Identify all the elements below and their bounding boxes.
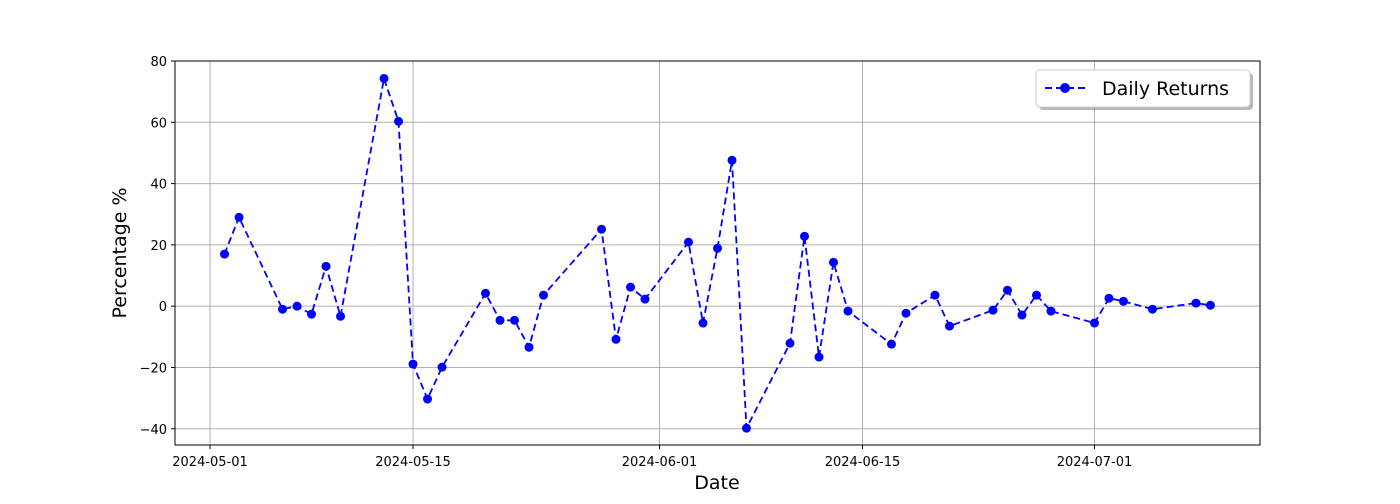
data-point: [611, 334, 621, 344]
data-point: [321, 261, 331, 271]
data-point: [394, 116, 404, 126]
legend: Daily Returns: [1035, 69, 1253, 110]
x-axis-label: Date: [694, 472, 739, 494]
data-point: [234, 212, 244, 222]
x-tick-label: 2024-06-01: [622, 455, 698, 470]
data-point: [495, 315, 505, 325]
data-point: [799, 231, 809, 241]
data-point: [278, 304, 288, 314]
y-tick-label: 80: [150, 55, 167, 70]
data-point: [1147, 304, 1157, 314]
data-point: [988, 305, 998, 315]
data-point: [423, 394, 433, 404]
data-point: [597, 224, 607, 234]
y-tick-label: 40: [150, 178, 167, 193]
data-point: [814, 352, 824, 362]
y-tick-label: 0: [159, 300, 167, 315]
data-point: [220, 249, 230, 259]
data-point: [727, 155, 737, 165]
data-point: [684, 237, 694, 247]
grid: [175, 60, 1260, 445]
data-point: [1046, 306, 1056, 316]
data-point: [901, 308, 911, 318]
data-point: [408, 359, 418, 369]
x-axis: 2024-05-01 2024-05-15 2024-06-01 2024-06-15…: [172, 445, 1132, 470]
legend-marker-swatch: [1060, 83, 1070, 93]
data-point: [481, 288, 491, 298]
y-axis: −40 −20 0 20 40 60 80: [140, 55, 175, 438]
legend-label: Daily Returns: [1102, 78, 1229, 100]
data-point: [698, 318, 708, 328]
data-point: [510, 315, 520, 325]
x-tick-label: 2024-07-01: [1057, 455, 1133, 470]
x-tick-label: 2024-05-01: [172, 455, 248, 470]
data-point: [843, 306, 853, 316]
data-point: [292, 301, 302, 311]
data-point: [886, 339, 896, 349]
data-point: [640, 294, 650, 304]
y-tick-label: −40: [140, 423, 167, 438]
data-point: [307, 309, 317, 319]
x-tick-label: 2024-05-15: [375, 455, 451, 470]
data-point: [1017, 310, 1027, 320]
series-line: [223, 74, 1211, 432]
y-tick-label: 20: [150, 239, 167, 254]
data-point: [828, 257, 838, 267]
series-daily-returns: [220, 73, 1215, 433]
y-tick-label: −20: [140, 361, 167, 376]
data-point: [1104, 293, 1114, 303]
data-point: [336, 311, 346, 321]
legend-box: [1035, 69, 1251, 108]
x-tick-label: 2024-06-15: [825, 455, 901, 470]
data-point: [1089, 318, 1099, 328]
data-point: [539, 290, 549, 300]
data-point: [379, 73, 389, 83]
plot-frame: [174, 60, 1261, 446]
data-point: [944, 321, 954, 331]
data-point: [437, 362, 447, 372]
y-tick-label: 60: [150, 116, 167, 131]
data-point: [524, 342, 534, 352]
data-point: [1191, 298, 1201, 308]
data-point: [785, 338, 795, 348]
data-point: [741, 423, 751, 433]
data-point: [1205, 300, 1215, 310]
data-point: [713, 243, 722, 253]
data-point: [1031, 290, 1041, 300]
y-axis-label: Percentage %: [109, 188, 131, 319]
data-point: [930, 290, 940, 300]
data-point: [626, 282, 636, 292]
data-point: [1002, 285, 1012, 295]
data-point: [1118, 296, 1128, 306]
